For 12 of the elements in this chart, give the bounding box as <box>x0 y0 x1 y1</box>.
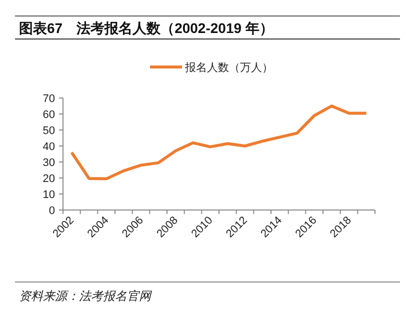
y-tick-label: 10 <box>42 189 55 201</box>
text: 资料来源：法考报名官网 <box>19 289 153 303</box>
y-tick-label: 0 <box>48 205 55 217</box>
chart-title: 图表67 法考报名人数（2002-2019 年） <box>19 20 274 36</box>
y-tick-label: 40 <box>42 141 55 153</box>
y-tick-label: 30 <box>42 157 55 169</box>
legend-label: 报名人数（万人） <box>184 62 273 74</box>
y-tick-label: 70 <box>42 93 55 105</box>
y-tick-label: 60 <box>42 109 55 121</box>
line-series <box>70 104 368 180</box>
y-tick-label: 50 <box>42 125 55 137</box>
y-tick-label: 20 <box>42 173 55 185</box>
